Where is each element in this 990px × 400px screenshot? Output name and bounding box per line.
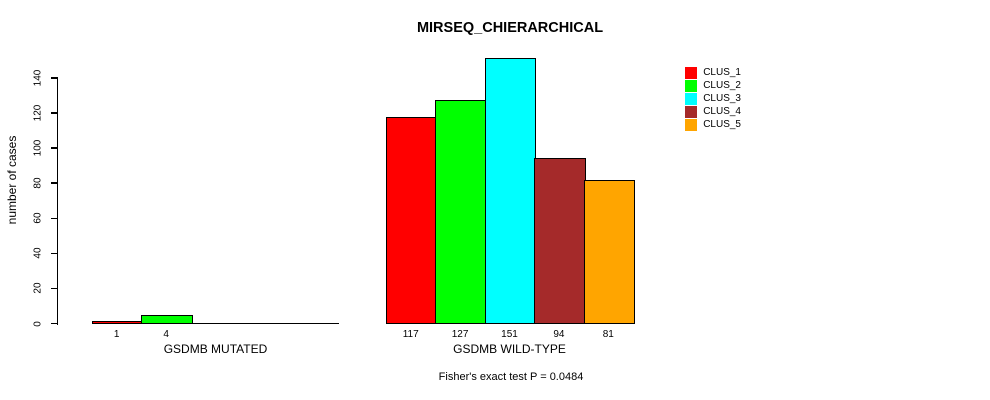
y-tick-mark	[50, 147, 58, 149]
legend-item-clus-3: CLUS_3	[685, 92, 741, 105]
legend-swatch-clus-3	[685, 92, 698, 105]
y-tick-mark	[50, 217, 58, 220]
legend-label: CLUS_4	[703, 105, 741, 117]
group-label-gsdmb-wild-type: GSDMB WILD-TYPE	[453, 342, 566, 356]
y-tick-mark	[50, 182, 58, 184]
legend-label: CLUS_3	[703, 92, 741, 104]
legend-swatch-clus-1	[685, 67, 698, 80]
bar-value-label: 94	[553, 329, 565, 340]
fisher-test-annotation: Fisher's exact test P = 0.0484	[438, 371, 584, 383]
bar-value-label: 127	[451, 329, 469, 340]
y-axis-line	[56, 77, 58, 325]
y-tick-mark	[50, 287, 58, 290]
bar-value-label: 117	[402, 329, 419, 340]
legend-item-clus-2: CLUS_2	[685, 79, 741, 93]
y-tick-mark	[50, 252, 58, 255]
legend-item-clus-1: CLUS_1	[685, 67, 741, 80]
legend-swatch-clus-4	[685, 105, 698, 118]
bar-value-label: 1	[113, 329, 120, 340]
x-axis-baseline	[386, 322, 633, 325]
bar-clus-5-gsdmb-wild-type	[583, 180, 635, 325]
bar-value-label: 151	[501, 329, 518, 340]
legend-swatch-clus-5	[685, 118, 698, 131]
legend-swatch-clus-2	[685, 79, 698, 93]
bar-clus-1-gsdmb-wild-type	[386, 117, 438, 325]
bar-clus-2-gsdmb-wild-type	[435, 99, 487, 325]
legend-label: CLUS_1	[703, 67, 741, 79]
bar-value-label: 4	[163, 329, 169, 340]
y-tick-mark	[50, 322, 58, 325]
bar-clus-3-gsdmb-wild-type	[484, 57, 537, 325]
legend-label: CLUS_2	[703, 79, 741, 91]
chart-title: MIRSEQ_CHIERARCHICAL	[416, 20, 604, 36]
bar-value-label: 81	[602, 329, 614, 340]
group-label-gsdmb-mutated: GSDMB MUTATED	[163, 342, 268, 356]
y-tick-mark	[50, 77, 58, 79]
legend-label: CLUS_5	[703, 118, 741, 130]
bar-clus-4-gsdmb-wild-type	[534, 157, 586, 325]
legend-item-clus-4: CLUS_4	[685, 105, 741, 118]
legend-item-clus-5: CLUS_5	[685, 118, 741, 131]
y-tick-mark	[50, 112, 58, 114]
x-axis-baseline	[92, 322, 339, 325]
